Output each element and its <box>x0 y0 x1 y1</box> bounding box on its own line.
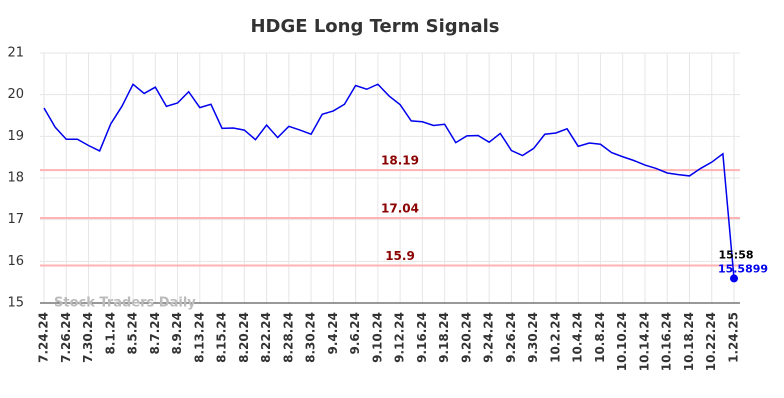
x-tick-label: 9.30.24 <box>526 312 540 363</box>
x-tick-label: 8.22.24 <box>259 312 273 363</box>
x-tick-label: 10.16.24 <box>660 312 674 371</box>
x-tick-label: 8.28.24 <box>281 312 295 363</box>
level-label: 17.04 <box>381 202 419 216</box>
x-tick-label: 8.5.24 <box>126 312 140 355</box>
x-tick-label: 8.30.24 <box>304 312 318 363</box>
chart-title: HDGE Long Term Signals <box>250 16 499 37</box>
x-tick-label: 10.22.24 <box>704 312 718 371</box>
x-tick-label: 9.12.24 <box>393 312 407 363</box>
watermark: Stock Traders Daily <box>54 296 196 311</box>
level-label: 15.9 <box>385 249 415 263</box>
x-tick-label: 8.1.24 <box>103 312 117 355</box>
x-tick-label: 10.2.24 <box>548 312 562 363</box>
x-tick-label: 10.18.24 <box>682 312 696 371</box>
y-tick-label: 19 <box>7 129 24 144</box>
x-tick-label: 1.24.25 <box>727 312 741 363</box>
x-tick-label: 8.7.24 <box>148 312 162 355</box>
x-tick-label: 10.10.24 <box>615 312 629 371</box>
x-tick-label: 8.20.24 <box>237 312 251 363</box>
x-tick-label: 7.30.24 <box>81 312 95 363</box>
price-line <box>43 83 735 279</box>
last-point <box>730 274 738 283</box>
x-tick-label: 8.13.24 <box>192 312 206 363</box>
x-tick-label: 9.6.24 <box>348 312 362 355</box>
x-tick-label: 10.8.24 <box>593 312 607 363</box>
y-tick-label: 18 <box>7 171 24 186</box>
y-tick-label: 17 <box>7 212 24 227</box>
y-tick-label: 20 <box>7 87 24 102</box>
x-tick-label: 7.26.24 <box>59 312 73 363</box>
x-tick-label: 8.9.24 <box>170 312 184 355</box>
x-tick-label: 9.4.24 <box>326 312 340 355</box>
last-time: 15:58 <box>718 248 753 261</box>
x-tick-label: 10.14.24 <box>637 312 651 371</box>
y-tick-label: 16 <box>7 254 24 269</box>
x-tick-label: 10.4.24 <box>571 312 585 363</box>
last-value: 15.5899 <box>718 262 768 275</box>
x-tick-label: 9.26.24 <box>504 312 518 363</box>
x-tick-label: 8.15.24 <box>215 312 229 363</box>
x-tick-label: 7.24.24 <box>37 312 51 363</box>
y-tick-label: 15 <box>7 296 24 311</box>
x-tick-label: 9.24.24 <box>482 312 496 363</box>
level-label: 18.19 <box>381 154 419 168</box>
x-tick-label: 9.20.24 <box>459 312 473 363</box>
x-tick-label: 9.18.24 <box>437 312 451 363</box>
x-tick-label: 9.10.24 <box>370 312 384 363</box>
x-tick-label: 9.16.24 <box>415 312 429 363</box>
y-tick-label: 21 <box>7 46 24 61</box>
